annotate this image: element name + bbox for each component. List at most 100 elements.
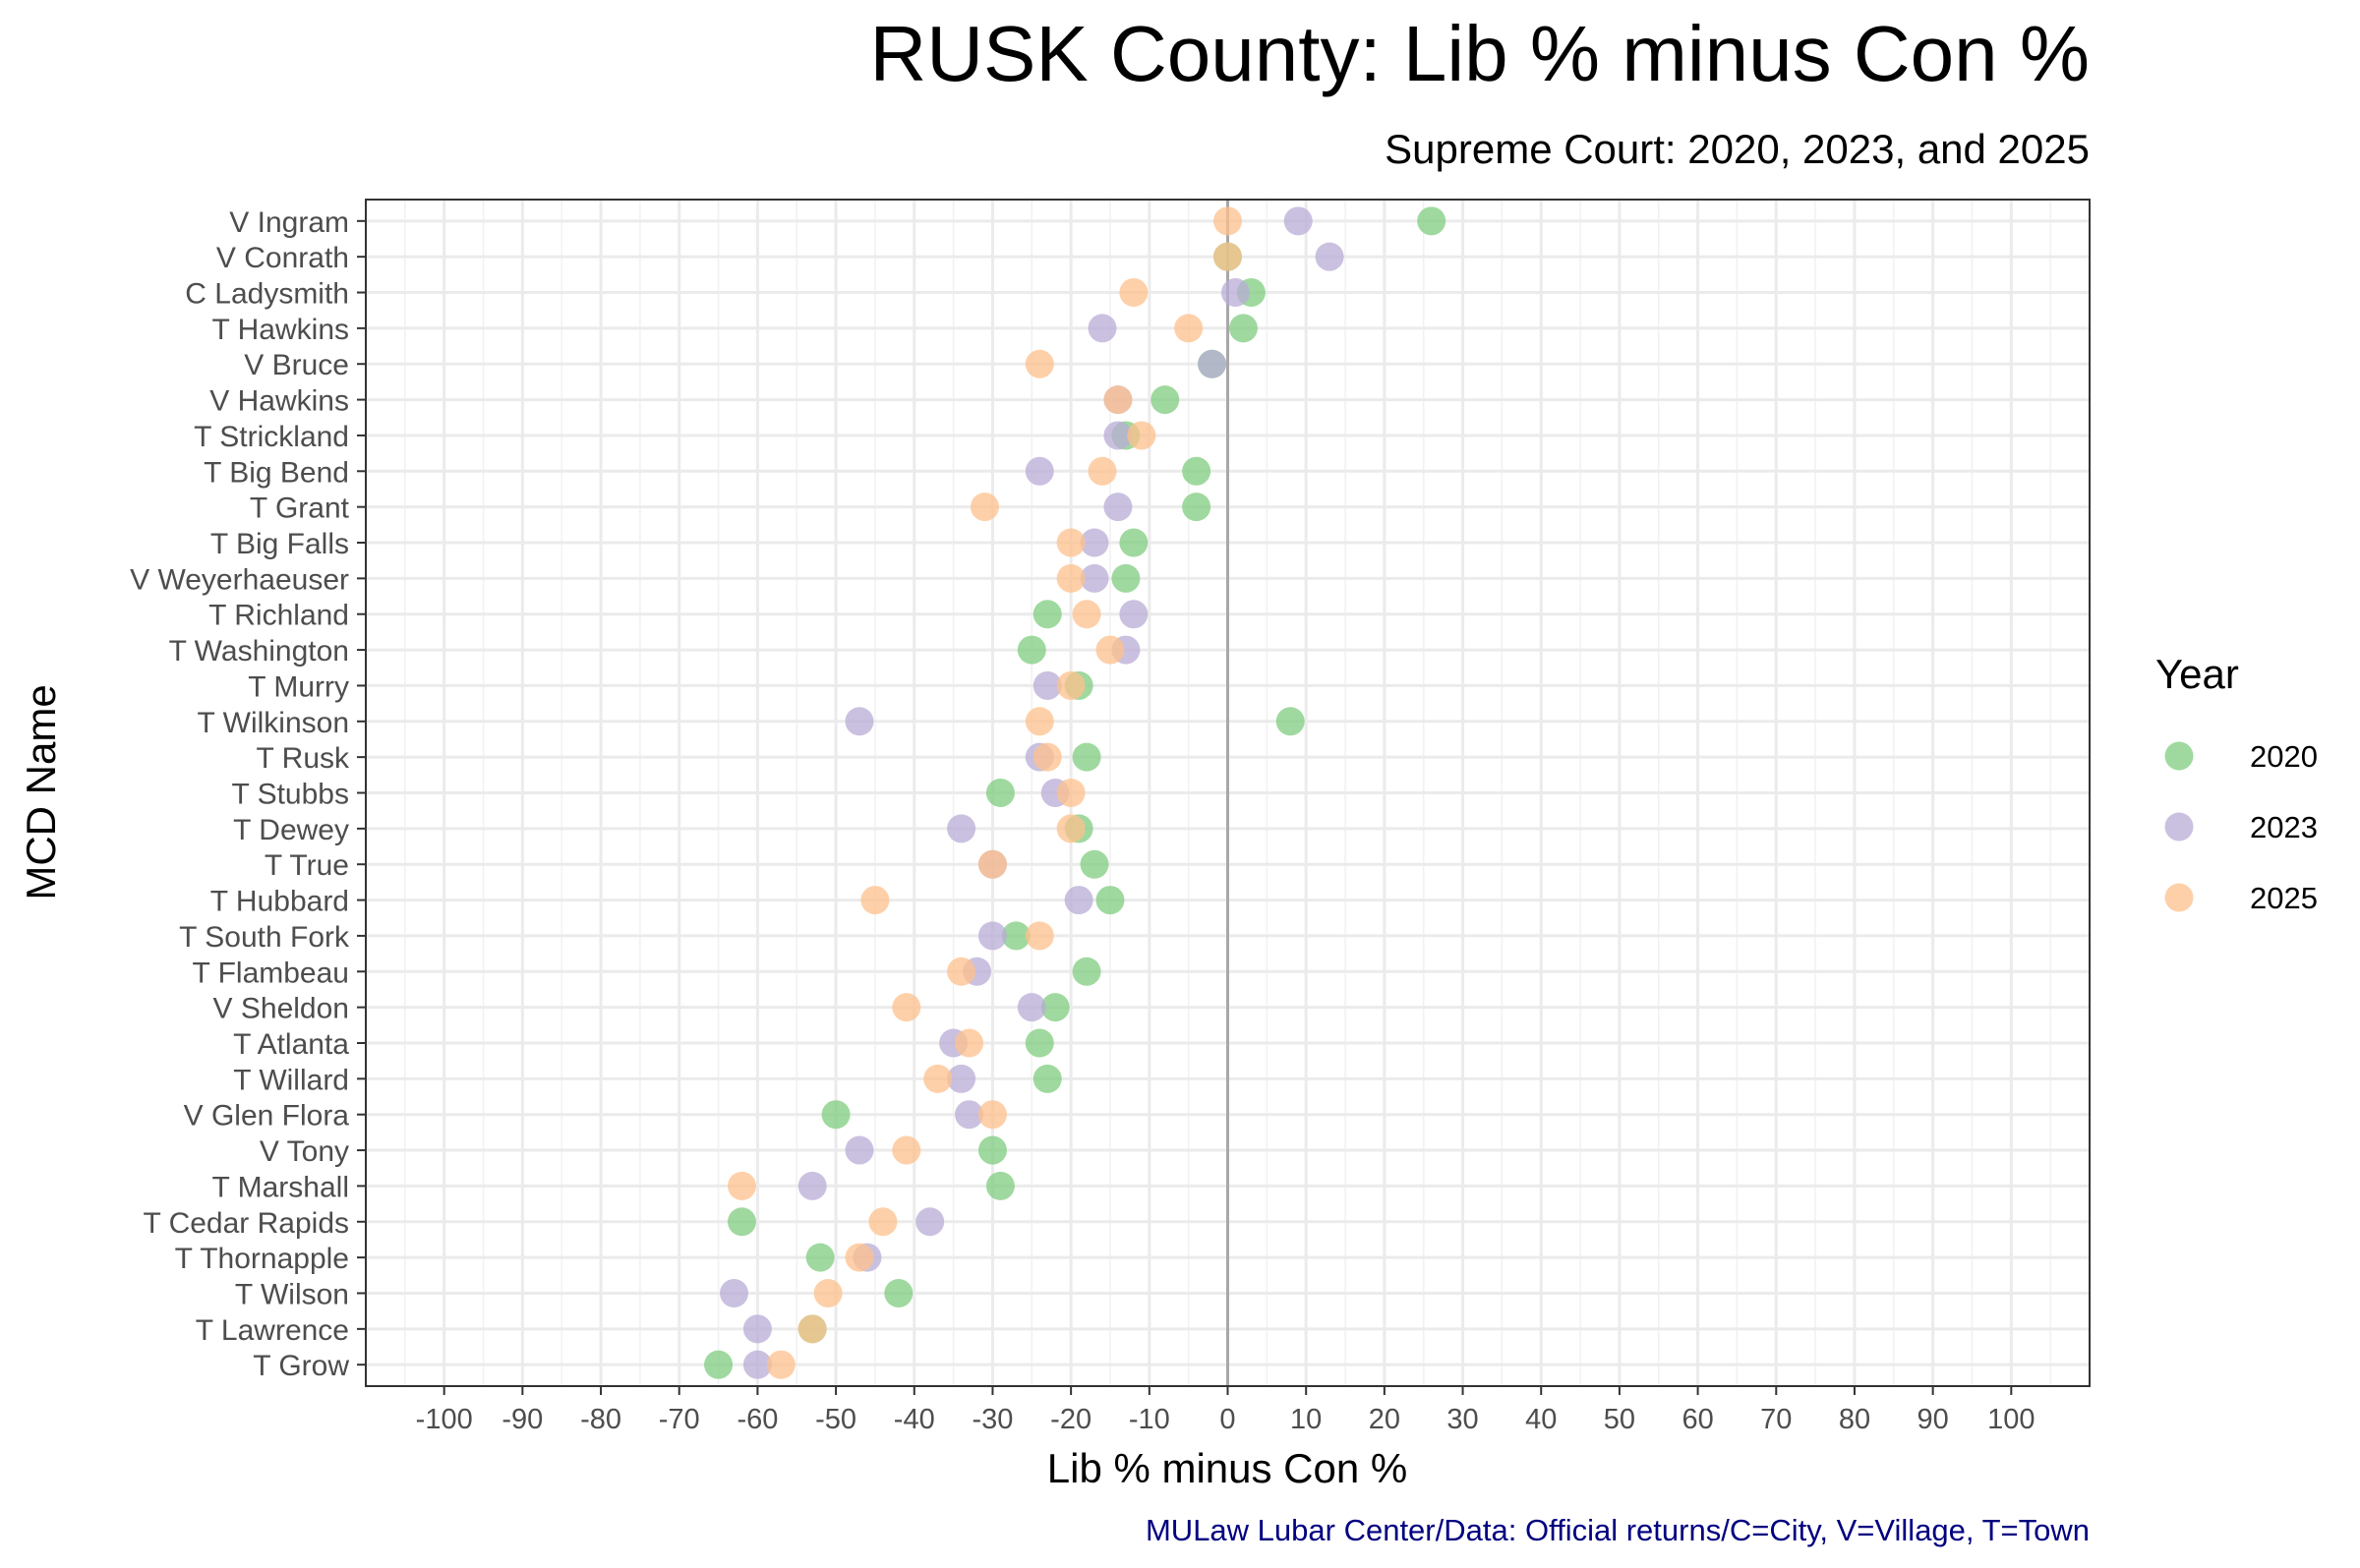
x-tick-label: 90 (1918, 1404, 1949, 1435)
x-tick-label: 0 (1219, 1404, 1235, 1435)
y-tick-label: V Weyerhaeuser (130, 563, 349, 596)
data-point-2023 (742, 1314, 772, 1344)
data-point-2020 (985, 1171, 1015, 1200)
data-point-2023 (1315, 242, 1344, 271)
data-point-2023 (947, 814, 976, 843)
data-point-2020 (1040, 993, 1070, 1022)
legend-key-2023 (2164, 812, 2194, 842)
y-tick-label: T South Fork (179, 921, 350, 954)
data-point-2025 (923, 1064, 953, 1093)
y-tick-label: T Washington (169, 635, 349, 668)
y-tick-label: V Ingram (229, 206, 349, 239)
data-point-2020 (1182, 493, 1211, 522)
x-tick-label: 20 (1369, 1404, 1400, 1435)
y-tick-label: T Lawrence (196, 1314, 349, 1347)
data-point-2023 (955, 1100, 984, 1130)
x-axis-label: Lib % minus Con % (1047, 1445, 1408, 1491)
y-tick-label: T Hawkins (212, 314, 349, 346)
data-point-2020 (704, 1350, 734, 1379)
x-tick-label: -20 (1050, 1404, 1092, 1435)
y-tick-label: T Marshall (212, 1171, 349, 1203)
y-tick-label: T Flambeau (192, 957, 349, 989)
data-point-2020 (1080, 849, 1109, 879)
data-point-2023 (1080, 563, 1109, 593)
data-point-2025 (1103, 385, 1133, 415)
y-tick-label: T Stubbs (231, 779, 349, 811)
data-point-2025 (977, 849, 1007, 879)
x-tick-label: 40 (1525, 1404, 1557, 1435)
x-tick-label: -70 (659, 1404, 700, 1435)
y-tick-label: T Grant (250, 493, 350, 525)
x-tick-label: -100 (416, 1404, 473, 1435)
data-point-2023 (1103, 493, 1133, 522)
data-point-2020 (727, 1207, 756, 1237)
y-tick-label: T Strickland (194, 421, 349, 453)
data-point-2025 (1174, 314, 1204, 343)
data-point-2025 (1213, 242, 1242, 271)
x-tick-label: -10 (1129, 1404, 1170, 1435)
data-point-2025 (970, 493, 999, 522)
data-point-2023 (1017, 993, 1046, 1022)
y-axis-label: MCD Name (18, 684, 64, 900)
data-point-2023 (742, 1350, 772, 1379)
data-point-2025 (1056, 814, 1086, 843)
legend-label-2020: 2020 (2250, 739, 2318, 774)
legend-title: Year (2155, 651, 2239, 697)
data-point-2020 (1032, 1064, 1062, 1093)
y-tick-label: V Hawkins (209, 385, 349, 418)
data-point-2025 (1056, 670, 1086, 700)
data-point-2023 (1064, 886, 1093, 915)
y-tick-label: V Bruce (244, 349, 349, 381)
legend-label-2025: 2025 (2250, 881, 2318, 915)
data-point-2025 (1056, 563, 1086, 593)
x-tick-label: -80 (580, 1404, 621, 1435)
y-tick-label: V Conrath (216, 242, 349, 274)
y-tick-label: T Big Falls (210, 528, 349, 560)
data-point-2020 (1150, 385, 1180, 415)
data-point-2025 (1025, 921, 1054, 951)
data-point-2025 (1072, 600, 1101, 629)
data-point-2023 (1283, 206, 1313, 236)
y-tick-label: T Hubbard (210, 886, 349, 918)
data-points (704, 206, 1446, 1379)
data-point-2020 (1001, 921, 1031, 951)
x-tick-label: 50 (1604, 1404, 1635, 1435)
data-point-2025 (766, 1350, 796, 1379)
data-point-2025 (892, 993, 921, 1022)
chart-caption: MULaw Lubar Center/Data: Official return… (1146, 1513, 2090, 1547)
x-tick-label: 70 (1760, 1404, 1792, 1435)
y-tick-label: V Glen Flora (184, 1100, 350, 1132)
y-tick-label: T Cedar Rapids (143, 1207, 349, 1240)
y-tick-label: T Rusk (257, 742, 350, 775)
y-tick-label: V Sheldon (213, 993, 349, 1025)
legend-key-2025 (2164, 883, 2194, 912)
data-point-2020 (1111, 563, 1141, 593)
y-tick-label: T Thornapple (175, 1243, 349, 1275)
grid-lines (366, 200, 2090, 1386)
data-point-2023 (1198, 349, 1227, 378)
legend-label-2023: 2023 (2250, 810, 2318, 844)
y-tick-label: V Tony (260, 1135, 349, 1168)
y-tick-label: T Atlanta (233, 1028, 349, 1061)
chart-subtitle: Supreme Court: 2020, 2023, and 2025 (1385, 126, 2090, 172)
data-point-2020 (985, 779, 1015, 807)
data-point-2020 (821, 1100, 851, 1130)
data-point-2025 (1213, 206, 1242, 236)
y-tick-label: T Grow (253, 1350, 349, 1382)
data-point-2025 (868, 1207, 898, 1237)
data-point-2020 (1032, 600, 1062, 629)
data-point-2023 (977, 921, 1007, 951)
data-point-2020 (884, 1278, 914, 1307)
data-point-2023 (797, 1171, 827, 1200)
x-axis: -100 -90 -80 -70 -60 -50 -40 -30 -20 -10 0 10 20 30 40… (416, 1386, 2036, 1435)
data-point-2023 (845, 707, 874, 736)
data-point-2020 (1417, 206, 1446, 236)
y-tick-label: T Richland (208, 600, 349, 632)
data-point-2023 (1103, 421, 1133, 450)
y-tick-label: C Ladysmith (185, 278, 349, 311)
y-tick-label: T Dewey (233, 814, 349, 846)
x-tick-label: 60 (1682, 1404, 1713, 1435)
